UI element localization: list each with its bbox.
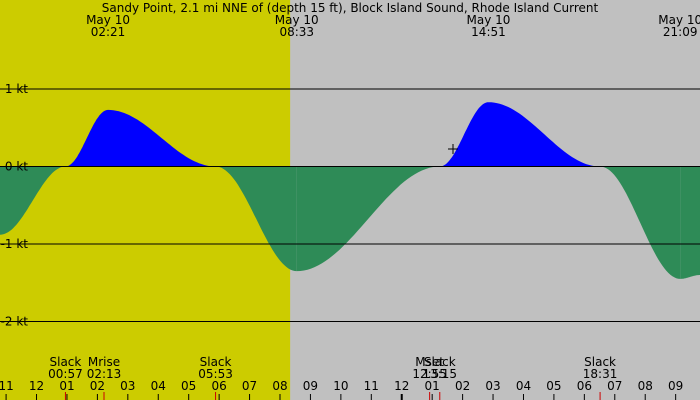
x-tick-label: 03: [485, 379, 500, 393]
extreme-time: 21:09: [663, 25, 698, 39]
y-tick-label: -1 kt: [1, 237, 29, 251]
event-name: Slack: [584, 355, 616, 369]
x-tick-label: 07: [607, 379, 622, 393]
x-tick-label: 10: [333, 379, 348, 393]
x-tick-label: 08: [272, 379, 287, 393]
extreme-time: 08:33: [279, 25, 314, 39]
y-tick-label: 1 kt: [5, 82, 28, 96]
event-time: 05:53: [198, 367, 233, 381]
event-name: Mrise: [88, 355, 120, 369]
x-tick-label: 06: [211, 379, 226, 393]
event-time: 12:55: [412, 367, 447, 381]
extreme-date: May 10: [86, 13, 130, 27]
ebb-area: [680, 166, 700, 279]
x-tick-label: 03: [120, 379, 135, 393]
x-tick-label: 09: [668, 379, 683, 393]
flood-area: [488, 102, 601, 167]
event-time: 00:57: [48, 367, 83, 381]
extreme-date: May 10: [467, 13, 511, 27]
flood-area: [65, 109, 108, 167]
event-name: Slack: [50, 355, 82, 369]
ebb-area: [296, 166, 440, 272]
extreme-date: May 10: [275, 13, 319, 27]
x-tick-label: 04: [516, 379, 531, 393]
current-time-marker: [448, 144, 458, 154]
y-tick-label: 0 kt: [5, 160, 28, 174]
ebb-area: [215, 166, 297, 272]
event-name: Mset: [415, 355, 444, 369]
extreme-date: May 10: [658, 13, 700, 27]
event-time: 18:31: [583, 367, 618, 381]
x-tick-label: 04: [151, 379, 166, 393]
chart-title: Sandy Point, 2.1 mi NNE of (depth 15 ft)…: [102, 1, 599, 15]
event-name: Slack: [424, 355, 456, 369]
x-tick-label: 08: [638, 379, 653, 393]
y-tick-label: -2 kt: [1, 315, 29, 329]
x-tick-label: 02: [90, 379, 105, 393]
ebb-area: [600, 166, 681, 279]
x-tick-label: 12: [29, 379, 44, 393]
x-tick-label: 05: [181, 379, 196, 393]
x-tick-label: 01: [59, 379, 74, 393]
event-time: 02:13: [87, 367, 122, 381]
event-time: 13:15: [422, 367, 457, 381]
daylight-band: [0, 0, 291, 400]
flood-area: [108, 109, 216, 167]
extreme-time: 14:51: [471, 25, 506, 39]
x-tick-label: 01: [425, 379, 440, 393]
x-tick-label: 12: [394, 379, 409, 393]
ebb-area: [0, 166, 66, 235]
x-tick-label: 02: [455, 379, 470, 393]
x-tick-label: 09: [303, 379, 318, 393]
extreme-time: 02:21: [91, 25, 126, 39]
x-tick-label: 07: [242, 379, 257, 393]
x-tick-label: 05: [546, 379, 561, 393]
event-name: Slack: [200, 355, 232, 369]
x-tick-label: 11: [364, 379, 379, 393]
x-tick-label: 11: [0, 379, 14, 393]
flood-area: [439, 102, 489, 167]
x-tick-label: 06: [577, 379, 592, 393]
